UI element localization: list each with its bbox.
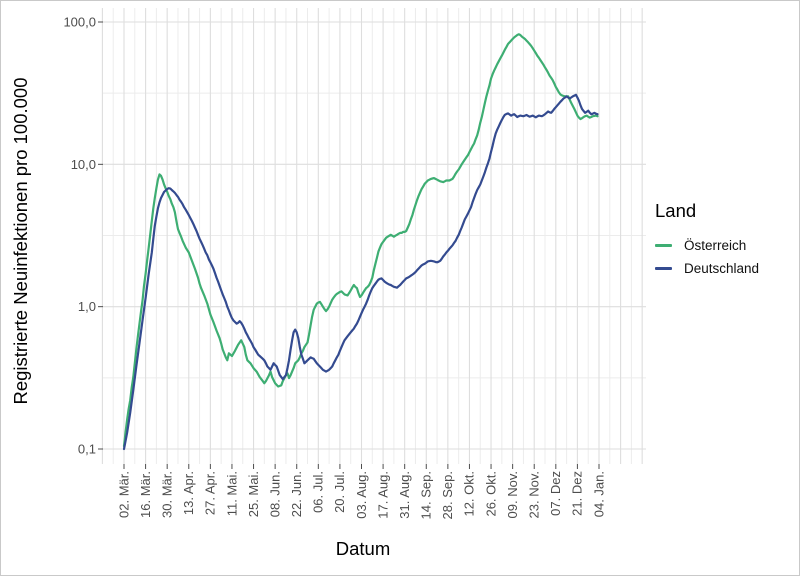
series-line-oesterreich	[122, 33, 599, 448]
gridlines-major	[101, 8, 646, 464]
x-axis-title: Datum	[335, 538, 391, 559]
x-tick-label: 09. Nov.	[505, 471, 520, 518]
x-tick-label: 30. Mär.	[159, 471, 174, 518]
x-tick-label: 20. Jul.	[332, 471, 347, 513]
x-tick-label: 07. Dez	[548, 471, 563, 516]
y-axis-ticks: 100,0 10,0 1,0 0,1	[63, 15, 103, 457]
y-tick-label: 0,1	[78, 442, 96, 457]
x-axis-ticks: 02. Mär. 16. Mär. 30. Mär. 13. Apr. 27. Apr.…	[116, 464, 606, 519]
y-axis-title-text: Registrierte Neuinfektionen pro 100.000	[10, 77, 31, 405]
x-tick-label: 13. Apr.	[181, 471, 196, 515]
legend-swatch-deutschland-line	[655, 267, 672, 270]
legend-item-oesterreich: Österreich	[655, 234, 759, 257]
x-tick-label: 17. Aug.	[375, 471, 390, 519]
x-tick-label: 11. Mai.	[224, 471, 239, 516]
series-line-deutschland	[122, 93, 599, 451]
legend-label-deutschland: Deutschland	[684, 261, 760, 276]
y-tick-label: 10,0	[71, 157, 96, 172]
legend: Land Österreich Deutschland	[655, 200, 759, 280]
x-tick-label: 12. Okt.	[462, 471, 477, 517]
x-tick-label: 02. Mär.	[116, 471, 131, 518]
legend-swatch-oesterreich-line	[655, 244, 672, 247]
y-tick-label: 100,0	[63, 15, 96, 30]
x-tick-label: 04. Jan.	[591, 471, 606, 517]
legend-label-oesterreich: Österreich	[684, 238, 747, 253]
x-tick-label: 23. Nov.	[527, 471, 542, 518]
x-tick-label: 08. Jun.	[267, 471, 282, 517]
y-tick-label: 1,0	[78, 299, 96, 314]
x-tick-label: 28. Sep.	[440, 471, 455, 519]
x-tick-label: 26. Okt.	[483, 471, 498, 517]
x-tick-label: 22. Jun.	[289, 471, 304, 517]
x-tick-label: 16. Mär.	[138, 471, 153, 518]
x-tick-label: 03. Aug.	[354, 471, 369, 519]
legend-title: Land	[655, 200, 697, 221]
x-tick-label: 14. Sep.	[419, 471, 434, 519]
x-tick-label: 06. Jul.	[311, 471, 326, 513]
x-tick-label: 31. Aug.	[397, 471, 412, 519]
x-tick-label: 27. Apr.	[203, 471, 218, 515]
x-tick-label: 21. Dez	[570, 471, 585, 516]
x-tick-label: 25. Mai.	[246, 471, 261, 517]
legend-item-deutschland: Deutschland	[655, 257, 759, 280]
